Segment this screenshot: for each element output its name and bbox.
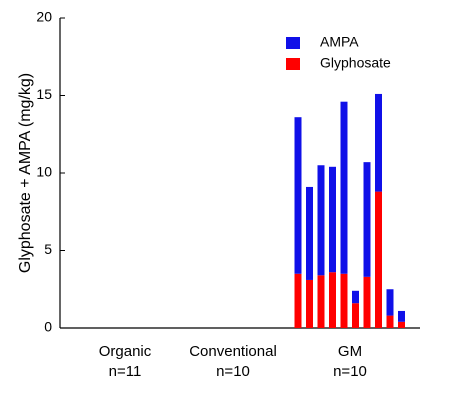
- bar-segment: [294, 117, 302, 274]
- group-count: n=10: [216, 363, 250, 380]
- group-count: n=11: [109, 363, 142, 380]
- y-tick-label: 5: [44, 241, 52, 257]
- bar-segment: [306, 279, 313, 328]
- y-tick-label: 10: [36, 164, 52, 180]
- bar-segment: [317, 275, 325, 328]
- bar-segment: [386, 289, 394, 316]
- bar-segment: [398, 321, 405, 328]
- bar-segment: [375, 191, 382, 328]
- bar-segment: [340, 273, 348, 328]
- group-label: Conventional: [189, 343, 277, 360]
- bar-segment: [352, 303, 359, 328]
- bar-segment: [363, 162, 371, 277]
- bar-segment: [317, 165, 325, 276]
- group-label: Organic: [99, 343, 152, 360]
- legend-swatch: [286, 37, 300, 49]
- bar-segment: [329, 272, 336, 328]
- y-tick-label: 15: [36, 86, 52, 102]
- y-axis-label: Glyphosate + AMPA (mg/kg): [17, 73, 34, 273]
- bar-segment: [386, 315, 394, 328]
- legend-label: AMPA: [320, 34, 359, 50]
- legend-swatch: [286, 58, 300, 70]
- group-count: n=10: [333, 363, 367, 380]
- bar-segment: [294, 273, 302, 328]
- bar-segment: [329, 166, 336, 273]
- group-label: GM: [338, 343, 362, 360]
- bar-segment: [375, 93, 382, 192]
- y-tick-label: 0: [44, 319, 52, 335]
- bar-segment: [306, 186, 313, 280]
- y-tick-label: 20: [36, 9, 52, 25]
- bar-segment: [363, 276, 371, 328]
- bar-segment: [340, 101, 348, 274]
- bar-segment: [398, 310, 405, 322]
- legend-label: Glyphosate: [320, 55, 391, 71]
- bar-segment: [352, 290, 359, 304]
